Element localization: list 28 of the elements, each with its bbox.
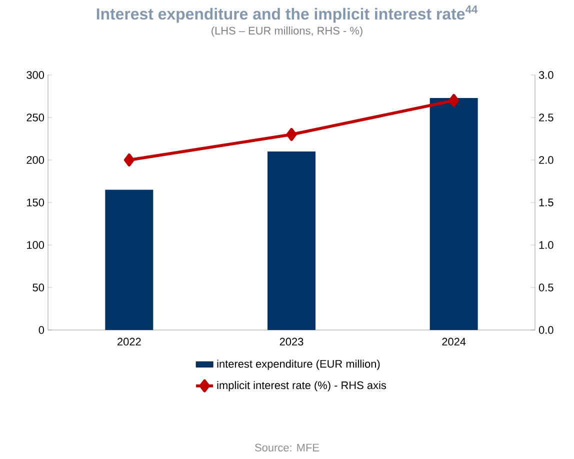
y-tick-label: 300 bbox=[26, 71, 44, 79]
x-tick-label: 2023 bbox=[280, 338, 304, 346]
y2-tick-label: 0.0 bbox=[538, 326, 554, 334]
bar bbox=[430, 98, 478, 330]
point bbox=[286, 128, 297, 141]
y2-tick-label: 2.5 bbox=[539, 114, 554, 122]
y-tick-label: 50 bbox=[32, 284, 44, 292]
chart-title: Interest expenditure and the implicit interest rate$^{44}$ bbox=[96, 6, 478, 23]
legend-label: interest expenditure (EUR million) bbox=[217, 360, 380, 370]
point bbox=[448, 94, 460, 107]
source-note: Source: MFE bbox=[255, 444, 319, 452]
y-tick-label: 200 bbox=[26, 156, 44, 164]
point bbox=[124, 154, 134, 166]
y2-tick-label: 0.5 bbox=[538, 284, 554, 292]
y2-tick-label: 3.0 bbox=[538, 71, 554, 79]
x-tick-label: 2022 bbox=[118, 338, 141, 346]
y-tick-label: 250 bbox=[26, 114, 44, 122]
bar bbox=[105, 190, 154, 330]
y2-tick-label: 2.0 bbox=[539, 156, 554, 164]
bar bbox=[268, 151, 316, 330]
chart-subtitle: (LHS – EUR millions, RHS - %) bbox=[212, 26, 362, 37]
y2-tick-label: 1.0 bbox=[539, 241, 554, 249]
y-tick-label: 0 bbox=[38, 326, 44, 334]
x-tick-label: 2024 bbox=[442, 338, 466, 346]
legend-label: implicit interest rate (%) - RHS axis bbox=[217, 381, 386, 392]
y2-tick-label: 1.5 bbox=[539, 198, 554, 206]
y-tick-label: 150 bbox=[27, 198, 44, 206]
y-tick-label: 100 bbox=[27, 241, 44, 249]
